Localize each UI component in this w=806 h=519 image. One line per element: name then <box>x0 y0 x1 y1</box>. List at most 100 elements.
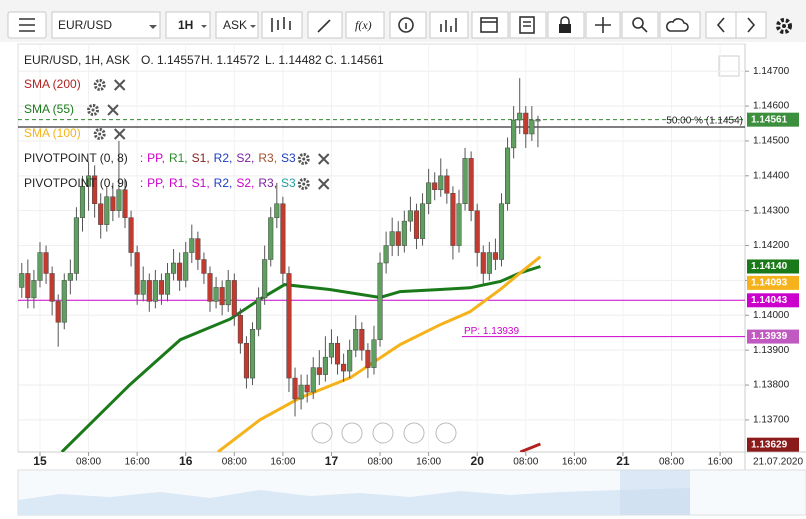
pivot-prefix: : <box>140 151 143 165</box>
pivot-item: R3, <box>258 176 277 190</box>
legend-entry: SMA (100) <box>24 126 81 140</box>
legend-settings[interactable] <box>93 128 106 140</box>
pivot-item: S3 <box>281 176 296 190</box>
ohlc-value: L. 1.14482 <box>265 53 322 67</box>
candle-body <box>104 196 110 225</box>
crosshair-button[interactable] <box>585 11 621 39</box>
back-button[interactable] <box>705 11 737 39</box>
candle-body <box>152 280 158 302</box>
zoom-button[interactable] <box>621 11 659 39</box>
zoom-in[interactable] <box>403 422 425 444</box>
legend-entry: SMA (55) <box>24 102 74 116</box>
legend-remove[interactable] <box>318 153 330 165</box>
pivot-item: PP, <box>147 151 165 165</box>
candle-body <box>322 356 328 375</box>
y-tick-label: 1.13800 <box>753 380 790 391</box>
candle-body <box>274 203 280 218</box>
candle-body <box>438 175 444 191</box>
reset-zoom[interactable] <box>372 422 394 444</box>
y-tick-label: 1.14000 <box>753 310 790 321</box>
candle-body <box>389 231 395 246</box>
price-label: 1.13629 <box>751 439 788 450</box>
candle-body <box>474 210 480 253</box>
candle-body <box>420 203 426 239</box>
candle-body <box>347 349 353 372</box>
candle-body <box>286 273 292 379</box>
x-tick-label: 21 <box>616 454 630 468</box>
expand-button[interactable] <box>718 55 740 77</box>
candle-body <box>359 329 365 351</box>
x-tick-label: 16 <box>179 454 193 468</box>
interval: 1H <box>178 18 193 32</box>
candle-body <box>67 273 73 281</box>
candle-body <box>195 238 201 260</box>
candle-body <box>371 339 377 368</box>
y-tick-label: 1.14200 <box>753 240 790 251</box>
pivot-item: S1, <box>192 151 210 165</box>
candle-body <box>328 342 335 358</box>
pivot-item: R2, <box>214 176 233 190</box>
news-button[interactable] <box>509 11 547 39</box>
legend-settings[interactable] <box>87 104 100 116</box>
cloud-button[interactable] <box>659 11 701 39</box>
info-button[interactable] <box>389 11 427 39</box>
pivot-item: R1, <box>169 176 188 190</box>
candle-body <box>413 210 420 239</box>
candle-body <box>395 231 401 246</box>
price-label-box <box>747 329 799 344</box>
candle-body <box>92 175 98 204</box>
indicators-button[interactable]: f(x) <box>345 11 385 39</box>
sma-line <box>216 255 542 452</box>
zoom-out[interactable] <box>341 422 363 444</box>
settings-button[interactable] <box>776 18 792 34</box>
candle-body <box>49 273 55 302</box>
x-tick-label: 08:00 <box>222 457 247 468</box>
candle-body <box>189 238 195 253</box>
menu-button[interactable] <box>7 11 47 39</box>
candle-body <box>128 217 134 253</box>
candle-body <box>201 259 207 274</box>
interval-select[interactable]: 1H <box>165 11 211 39</box>
legend-settings-hub <box>98 132 102 136</box>
candle-body <box>316 367 322 375</box>
legend-remove[interactable] <box>107 104 119 116</box>
price-label-box <box>747 437 799 452</box>
side-select[interactable]: ASK <box>215 11 259 39</box>
candle-body <box>213 287 219 302</box>
candle-body <box>456 203 462 246</box>
legend-remove[interactable] <box>318 178 330 190</box>
candle-body <box>110 196 116 211</box>
draw-button[interactable] <box>307 11 343 39</box>
candle-body <box>268 217 274 260</box>
legend-remove[interactable] <box>113 79 126 91</box>
navigator-window[interactable] <box>620 470 690 515</box>
candle-body <box>158 280 164 295</box>
pivot-prefix: : <box>140 176 143 190</box>
candle-body <box>237 315 243 344</box>
symbol-select[interactable]: EUR/USD <box>51 11 161 39</box>
navigator-area <box>18 488 690 515</box>
volume-button[interactable] <box>429 11 469 39</box>
forward-button[interactable] <box>735 11 767 39</box>
legend-settings-hub <box>302 157 306 161</box>
pan-left[interactable] <box>311 422 333 444</box>
candles <box>19 78 541 417</box>
ohlc-value: O. 1.14557 <box>141 53 201 67</box>
candle-body <box>171 262 177 274</box>
lock-button[interactable] <box>547 11 585 39</box>
legend-settings[interactable] <box>297 178 310 190</box>
pivot-item: S1, <box>192 176 210 190</box>
candle-body <box>517 112 523 121</box>
plot-area <box>17 43 746 453</box>
pan-right[interactable] <box>435 422 457 444</box>
x-tick-label: 08:00 <box>76 457 101 468</box>
legend-settings[interactable] <box>297 153 310 165</box>
legend-settings[interactable] <box>93 79 106 91</box>
legend-remove[interactable] <box>113 128 126 140</box>
price-label: 1.13939 <box>751 331 788 342</box>
calendar-button[interactable] <box>471 11 509 39</box>
candle-body <box>407 210 413 222</box>
chart-type-button[interactable] <box>261 11 303 39</box>
x-tick-label: 16:00 <box>270 457 295 468</box>
candle-body <box>341 363 347 372</box>
